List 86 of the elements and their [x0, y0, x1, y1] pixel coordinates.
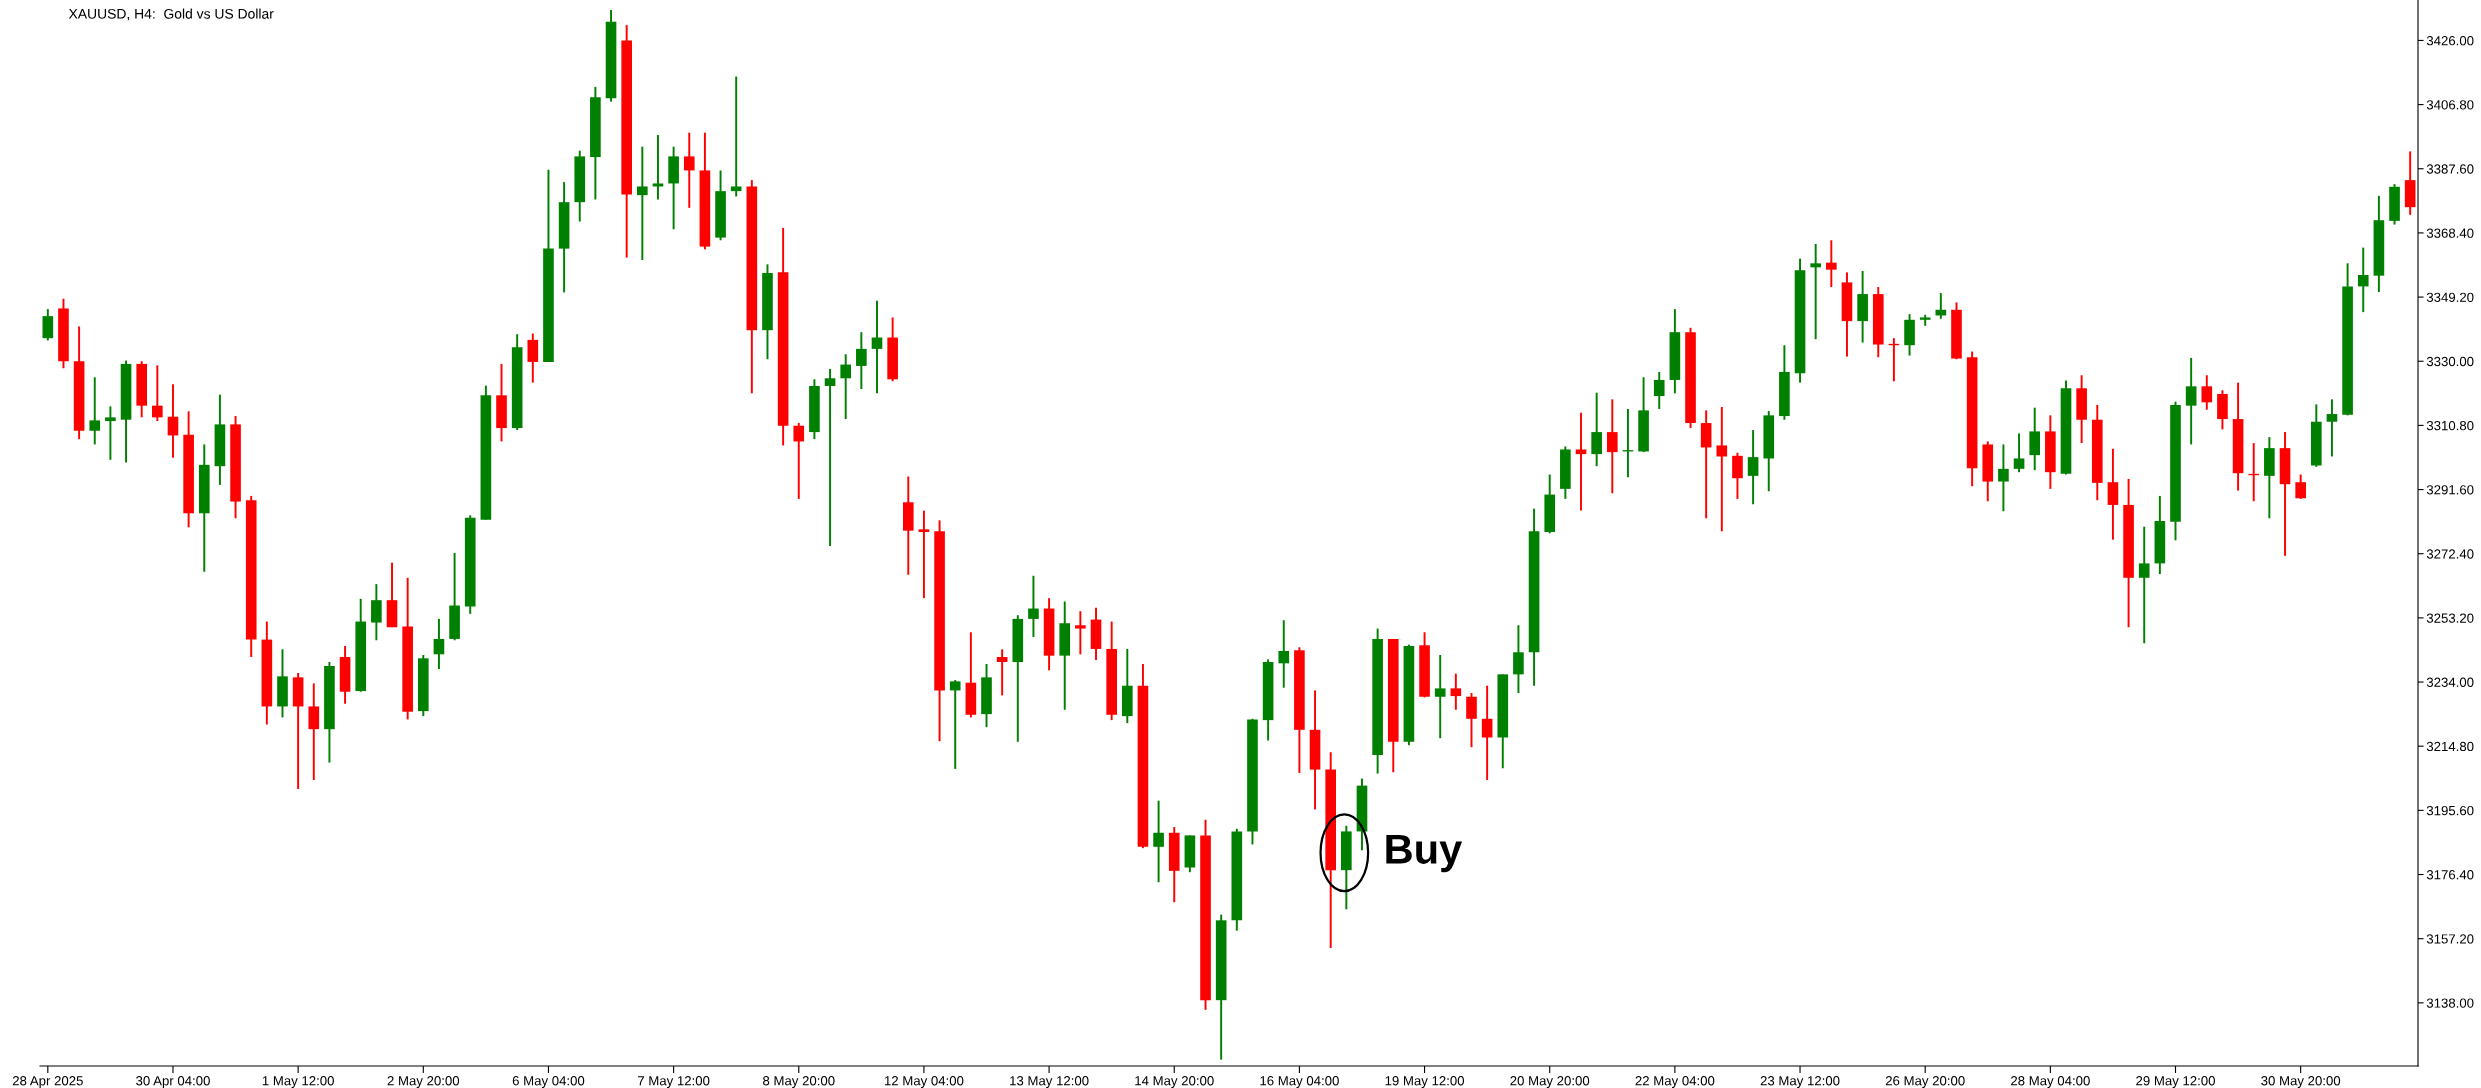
candlestick [1153, 799, 1164, 884]
candlestick [1716, 406, 1728, 533]
candlestick [2326, 398, 2338, 458]
candlestick [637, 145, 648, 261]
candlestick [152, 364, 163, 423]
candlestick [2201, 374, 2213, 411]
x-tick-label: 12 May 04:00 [884, 1076, 964, 1088]
x-tick-label: 2 May 20:00 [387, 1076, 460, 1088]
x-tick-label: 7 May 12:00 [637, 1076, 710, 1088]
candlestick [1481, 684, 1493, 781]
candlestick [918, 509, 930, 600]
x-tick-label: 30 May 20:00 [2261, 1076, 2341, 1088]
candlestick [683, 131, 695, 209]
x-tick-label: 22 May 04:00 [1635, 1076, 1715, 1088]
x-tick-label: 28 May 04:00 [2011, 1076, 2090, 1088]
candlestick [730, 75, 742, 198]
candlestick [167, 383, 179, 459]
candlestick [89, 376, 101, 446]
candlestick [1810, 242, 1821, 341]
candlestick [371, 583, 382, 642]
y-tick-label: 3330.00 [2426, 356, 2474, 367]
candlestick [105, 405, 116, 461]
x-tick-label: 1 May 12:00 [262, 1076, 334, 1088]
candlestick [1653, 370, 1665, 410]
candlestick [824, 367, 836, 547]
candlestick [1513, 624, 1524, 695]
x-tick-label: 28 Apr 2025 [12, 1076, 83, 1088]
annotation: Buy [1386, 834, 1463, 873]
y-tick-label: 3272.40 [2426, 549, 2474, 559]
y-tick-label: 3368.40 [2426, 228, 2474, 238]
x-tick-label: 6 May 04:00 [512, 1076, 585, 1088]
candlestick [1028, 574, 1039, 638]
candlestick [840, 353, 852, 421]
candlestick [1606, 398, 1618, 495]
y-tick-label: 3387.60 [2426, 164, 2474, 174]
x-tick-label: 20 May 20:00 [1510, 1076, 1590, 1088]
candlestick [2357, 246, 2369, 314]
candlestick [1732, 451, 1743, 500]
candlestick [1075, 610, 1086, 656]
candlestick [2013, 432, 2025, 474]
candlestick [1434, 654, 1446, 740]
y-tick-label: 3426.00 [2426, 36, 2474, 46]
y-tick-label: 3157.20 [2426, 934, 2474, 944]
text: XAUUSD, H4: Gold vs US Dollar [68, 8, 274, 21]
candlestick [42, 308, 54, 342]
candlestick [527, 332, 539, 384]
candlestick [1450, 672, 1462, 711]
y-tick-label: 3176.40 [2426, 870, 2474, 880]
x-tick-label: 19 May 12:00 [1385, 1076, 1465, 1088]
candlestick [793, 422, 805, 500]
y-tick-label: 3195.60 [2426, 805, 2474, 816]
candlestick [1466, 692, 1477, 749]
x-tick-label: 14 May 20:00 [1135, 1076, 1214, 1088]
candlestick [1826, 239, 1837, 289]
x-tick-label: 30 Apr 04:00 [136, 1076, 210, 1088]
candlestick [652, 134, 664, 201]
y-tick-label: 3310.80 [2426, 420, 2474, 431]
candlestick [433, 617, 445, 670]
x-tick-label: 16 May 04:00 [1260, 1076, 1339, 1088]
y-tick-label: 3234.00 [2426, 677, 2474, 687]
candlestick [308, 682, 320, 781]
candlestick [2295, 473, 2306, 500]
candlestick [996, 648, 1008, 697]
candlestick [2107, 447, 2119, 541]
x-tick-label: 23 May 12:00 [1760, 1076, 1840, 1088]
candlestick [1998, 443, 2009, 513]
candlestick [1575, 411, 1587, 512]
x-tick-label: 13 May 12:00 [1010, 1076, 1089, 1088]
candlestick [1747, 429, 1759, 506]
x-tick-label: 26 May 20:00 [1885, 1076, 1965, 1088]
x-tick-label: 8 May 20:00 [763, 1076, 835, 1088]
x-tick-label: 29 May 12:00 [2136, 1076, 2215, 1088]
y-tick-label: 3253.20 [2426, 613, 2474, 623]
candlestick [1278, 619, 1290, 689]
candlestick [2185, 356, 2197, 446]
candlestick [856, 331, 867, 390]
y-tick-label: 3214.80 [2426, 741, 2474, 752]
y-tick-label: 3138.00 [2426, 998, 2474, 1008]
candlestick [949, 679, 961, 770]
y-tick-label: 3406.80 [2426, 100, 2474, 110]
y-tick-label: 3349.20 [2426, 292, 2474, 302]
candlestick [871, 299, 883, 395]
y-tick-label: 3291.60 [2426, 485, 2474, 495]
candlestick [1591, 391, 1602, 468]
candlestick [2029, 406, 2041, 472]
candlestick [2138, 525, 2150, 645]
